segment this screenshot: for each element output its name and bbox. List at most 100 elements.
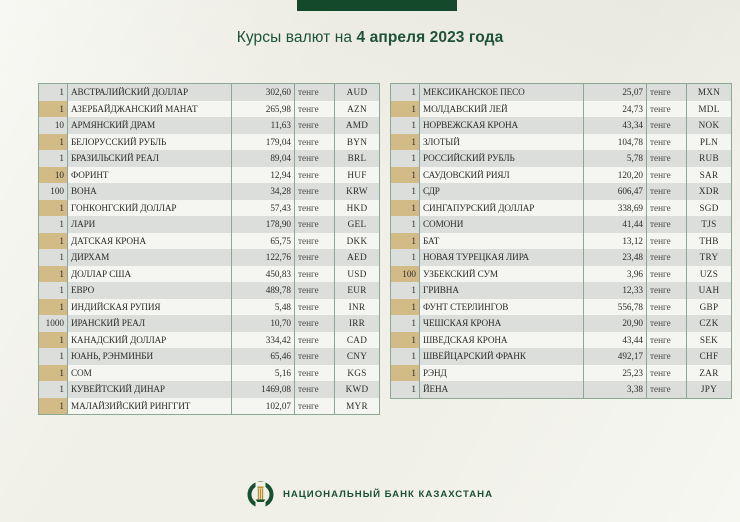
cell-rate: 606,47 bbox=[583, 183, 647, 200]
cell-unit: тенге bbox=[294, 150, 335, 167]
currency-table-right: 1 МЕКСИКАНСКОЕ ПЕСО 25,07 тенге MXN 1 МОЛДАВСК… bbox=[390, 83, 732, 399]
cell-rate: 13,12 bbox=[583, 232, 647, 249]
table-row: 1 ГРИВНА 12,33 тенге UAH bbox=[390, 282, 732, 299]
table-row: 1 СИНГАПУРСКИЙ ДОЛЛАР 338,69 тенге SGD bbox=[390, 199, 732, 216]
cell-currency-code: MYR bbox=[334, 397, 380, 415]
table-row: 1 КУВЕЙТСКИЙ ДИНАР 1469,08 тенге KWD bbox=[38, 381, 380, 398]
table-row: 1 БАТ 13,12 тенге THB bbox=[390, 232, 732, 249]
table-row: 1 ДОЛЛАР США 450,83 тенге USD bbox=[38, 265, 380, 282]
cell-currency-name: СОМОНИ bbox=[419, 216, 584, 233]
cell-unit: тенге bbox=[294, 166, 335, 183]
cell-unit: тенге bbox=[646, 249, 687, 266]
cell-unit: тенге bbox=[294, 348, 335, 365]
cell-unit: тенге bbox=[646, 381, 687, 399]
currency-table-left-body: 1 АВСТРАЛИЙСКИЙ ДОЛЛАР 302,60 тенге AUD 1 АЗЕР… bbox=[38, 83, 380, 415]
cell-unit: тенге bbox=[294, 83, 335, 101]
cell-unit: тенге bbox=[294, 100, 335, 117]
cell-quantity: 1 bbox=[38, 133, 68, 150]
cell-currency-name: АРМЯНСКИЙ ДРАМ bbox=[67, 117, 232, 134]
table-row: 1 АВСТРАЛИЙСКИЙ ДОЛЛАР 302,60 тенге AUD bbox=[38, 83, 380, 101]
cell-unit: тенге bbox=[646, 331, 687, 348]
cell-currency-name: АВСТРАЛИЙСКИЙ ДОЛЛАР bbox=[67, 83, 232, 101]
cell-rate: 334,42 bbox=[231, 331, 295, 348]
cell-unit: тенге bbox=[294, 381, 335, 398]
cell-rate: 24,73 bbox=[583, 100, 647, 117]
cell-currency-name: ДИРХАМ bbox=[67, 249, 232, 266]
cell-currency-code: TRY bbox=[686, 249, 732, 266]
cell-quantity: 1 bbox=[390, 348, 420, 365]
cell-rate: 23,48 bbox=[583, 249, 647, 266]
cell-currency-code: EUR bbox=[334, 282, 380, 299]
cell-currency-name: УЗБЕКСКИЙ СУМ bbox=[419, 265, 584, 282]
cell-quantity: 1 bbox=[38, 282, 68, 299]
table-row: 1 ЙЕНА 3,38 тенге JPY bbox=[390, 381, 732, 399]
table-row: 10 ФОРИНТ 12,94 тенге HUF bbox=[38, 166, 380, 183]
cell-currency-code: IRR bbox=[334, 315, 380, 332]
cell-quantity: 100 bbox=[390, 265, 420, 282]
cell-quantity: 1000 bbox=[38, 315, 68, 332]
cell-currency-name: МОЛДАВСКИЙ ЛЕЙ bbox=[419, 100, 584, 117]
cell-quantity: 1 bbox=[390, 83, 420, 101]
cell-currency-code: GBP bbox=[686, 298, 732, 315]
cell-currency-name: ФУНТ СТЕРЛИНГОВ bbox=[419, 298, 584, 315]
cell-rate: 450,83 bbox=[231, 265, 295, 282]
cell-unit: тенге bbox=[294, 315, 335, 332]
cell-quantity: 1 bbox=[390, 133, 420, 150]
cell-rate: 5,48 bbox=[231, 298, 295, 315]
cell-unit: тенге bbox=[646, 166, 687, 183]
cell-rate: 302,60 bbox=[231, 83, 295, 101]
national-bank-emblem-icon bbox=[247, 481, 274, 508]
cell-unit: тенге bbox=[646, 282, 687, 299]
cell-rate: 122,76 bbox=[231, 249, 295, 266]
cell-quantity: 1 bbox=[38, 249, 68, 266]
cell-rate: 89,04 bbox=[231, 150, 295, 167]
cell-currency-name: ГОНКОНГСКИЙ ДОЛЛАР bbox=[67, 199, 232, 216]
cell-unit: тенге bbox=[646, 150, 687, 167]
cell-currency-name: РОССИЙСКИЙ РУБЛЬ bbox=[419, 150, 584, 167]
cell-currency-code: UZS bbox=[686, 265, 732, 282]
cell-unit: тенге bbox=[646, 265, 687, 282]
cell-rate: 1469,08 bbox=[231, 381, 295, 398]
cell-currency-name: ДАТСКАЯ КРОНА bbox=[67, 232, 232, 249]
table-row: 1 ШВЕДСКАЯ КРОНА 43,44 тенге SEK bbox=[390, 331, 732, 348]
cell-currency-name: НОВАЯ ТУРЕЦКАЯ ЛИРА bbox=[419, 249, 584, 266]
cell-currency-code: CZK bbox=[686, 315, 732, 332]
cell-quantity: 1 bbox=[38, 199, 68, 216]
table-row: 1 САУДОВСКИЙ РИЯЛ 120,20 тенге SAR bbox=[390, 166, 732, 183]
cell-quantity: 1 bbox=[390, 298, 420, 315]
cell-unit: тенге bbox=[294, 331, 335, 348]
cell-rate: 25,07 bbox=[583, 83, 647, 101]
cell-currency-code: TJS bbox=[686, 216, 732, 233]
cell-rate: 3,38 bbox=[583, 381, 647, 399]
cell-rate: 265,98 bbox=[231, 100, 295, 117]
table-row: 1 СДР 606,47 тенге XDR bbox=[390, 183, 732, 200]
cell-currency-name: КАНАДСКИЙ ДОЛЛАР bbox=[67, 331, 232, 348]
cell-unit: тенге bbox=[646, 348, 687, 365]
cell-quantity: 1 bbox=[390, 117, 420, 134]
table-row: 1 РОССИЙСКИЙ РУБЛЬ 5,78 тенге RUB bbox=[390, 150, 732, 167]
cell-unit: тенге bbox=[294, 364, 335, 381]
cell-currency-name: КУВЕЙТСКИЙ ДИНАР bbox=[67, 381, 232, 398]
cell-quantity: 1 bbox=[38, 150, 68, 167]
cell-quantity: 1 bbox=[38, 232, 68, 249]
cell-currency-code: GEL bbox=[334, 216, 380, 233]
cell-quantity: 1 bbox=[390, 216, 420, 233]
table-row: 1 СОМ 5,16 тенге KGS bbox=[38, 364, 380, 381]
cell-currency-code: HKD bbox=[334, 199, 380, 216]
cell-currency-name: ЕВРО bbox=[67, 282, 232, 299]
cell-rate: 489,78 bbox=[231, 282, 295, 299]
cell-currency-code: UAH bbox=[686, 282, 732, 299]
cell-currency-code: BRL bbox=[334, 150, 380, 167]
cell-currency-code: HUF bbox=[334, 166, 380, 183]
cell-rate: 25,23 bbox=[583, 364, 647, 381]
cell-quantity: 1 bbox=[38, 364, 68, 381]
table-row: 1 ЕВРО 489,78 тенге EUR bbox=[38, 282, 380, 299]
cell-currency-name: ФОРИНТ bbox=[67, 166, 232, 183]
cell-rate: 338,69 bbox=[583, 199, 647, 216]
cell-rate: 20,90 bbox=[583, 315, 647, 332]
cell-currency-name: САУДОВСКИЙ РИЯЛ bbox=[419, 166, 584, 183]
cell-currency-name: ИНДИЙСКАЯ РУПИЯ bbox=[67, 298, 232, 315]
cell-unit: тенге bbox=[294, 232, 335, 249]
cell-currency-code: MXN bbox=[686, 83, 732, 101]
cell-unit: тенге bbox=[646, 216, 687, 233]
